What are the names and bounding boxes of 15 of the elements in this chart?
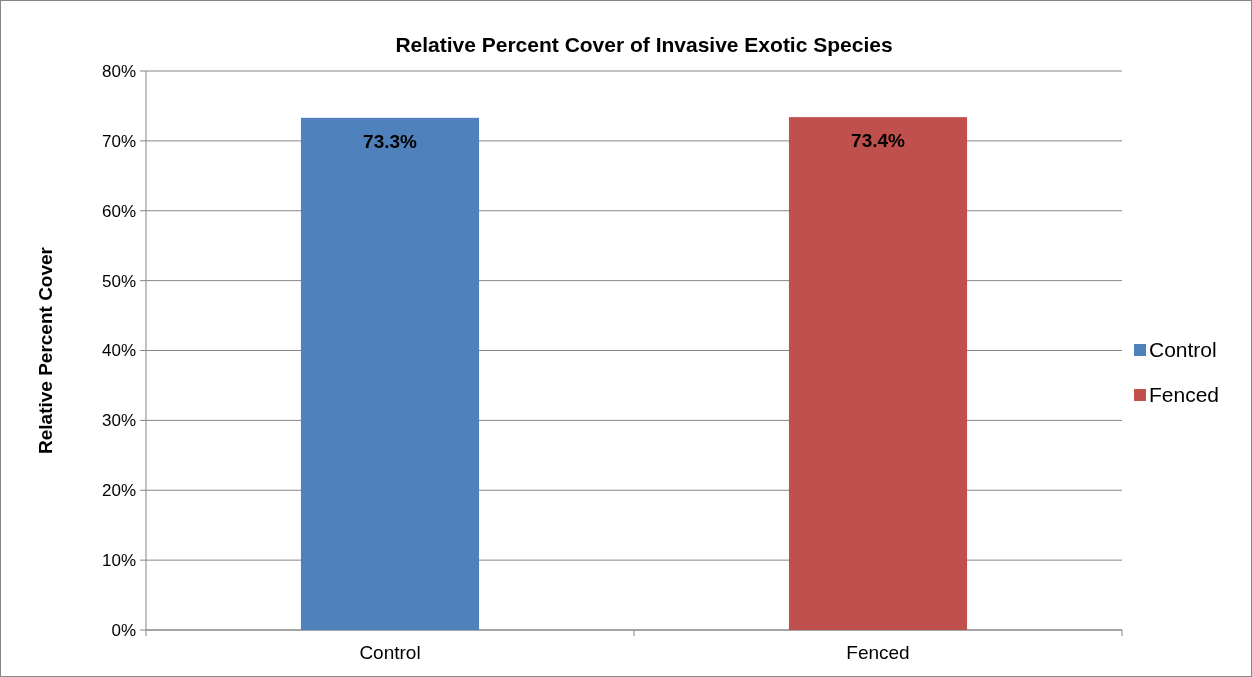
y-tick-label: 80%: [101, 61, 136, 81]
y-tick-label: 50%: [101, 271, 136, 291]
y-tick-label: 30%: [101, 411, 136, 431]
y-tick-label: 40%: [101, 341, 136, 361]
y-tick-label: 10%: [101, 551, 136, 571]
chart-title: Relative Percent Cover of Invasive Exotic Species: [395, 33, 893, 56]
y-tick-label: 20%: [101, 481, 136, 501]
y-axis-title: Relative Percent Cover: [35, 246, 56, 454]
y-tick-label: 0%: [111, 620, 136, 640]
legend-label: Fenced: [1149, 383, 1220, 407]
y-tick-label: 70%: [101, 131, 136, 151]
y-tick-label: 60%: [101, 201, 136, 221]
data-label: 73.3%: [363, 130, 418, 152]
data-label: 73.4%: [851, 130, 906, 152]
legend-label: Control: [1149, 338, 1217, 362]
